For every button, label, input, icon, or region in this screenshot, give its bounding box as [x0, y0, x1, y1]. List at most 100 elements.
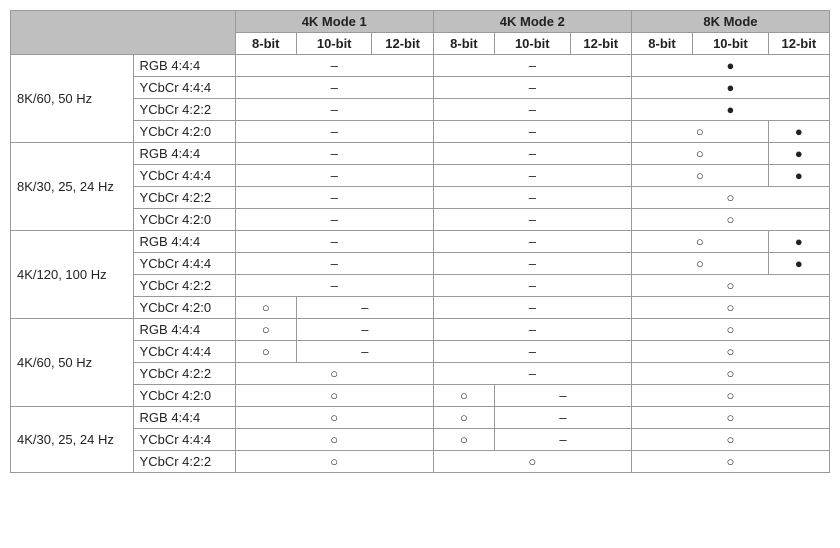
- cell: –: [433, 297, 631, 319]
- header-bit: 10-bit: [495, 33, 571, 55]
- cell: –: [433, 121, 631, 143]
- cell: ○: [631, 385, 829, 407]
- cell: ○: [235, 429, 433, 451]
- format-label: YCbCr 4:2:2: [133, 275, 235, 297]
- cell: –: [433, 143, 631, 165]
- table-row: YCbCr 4:2:2○○○: [11, 451, 830, 473]
- cell: –: [235, 77, 433, 99]
- cell: –: [433, 187, 631, 209]
- cell: ○: [433, 407, 494, 429]
- cell: ○: [631, 187, 829, 209]
- cell: ○: [235, 341, 296, 363]
- cell: ○: [631, 253, 768, 275]
- cell: –: [235, 99, 433, 121]
- cell: ○: [631, 341, 829, 363]
- table-row: YCbCr 4:4:4○––○: [11, 341, 830, 363]
- cell: –: [433, 363, 631, 385]
- resolution-label: 8K/60, 50 Hz: [11, 55, 134, 143]
- cell: ○: [631, 231, 768, 253]
- cell: –: [433, 209, 631, 231]
- cell: ○: [235, 363, 433, 385]
- cell: –: [235, 121, 433, 143]
- cell: ○: [235, 297, 296, 319]
- format-label: YCbCr 4:2:2: [133, 451, 235, 473]
- resolution-label: 4K/120, 100 Hz: [11, 231, 134, 319]
- format-label: YCbCr 4:4:4: [133, 429, 235, 451]
- cell: ○: [631, 451, 829, 473]
- table-row: 4K/30, 25, 24 HzRGB 4:4:4○○–○: [11, 407, 830, 429]
- cell: –: [433, 77, 631, 99]
- cell: ○: [631, 121, 768, 143]
- cell: –: [235, 55, 433, 77]
- cell: –: [235, 143, 433, 165]
- cell: ○: [631, 429, 829, 451]
- header-bit: 8-bit: [433, 33, 494, 55]
- format-label: YCbCr 4:4:4: [133, 341, 235, 363]
- cell: ●: [768, 253, 829, 275]
- table-row: YCbCr 4:2:0○––○: [11, 297, 830, 319]
- table-row: YCbCr 4:2:0○○–○: [11, 385, 830, 407]
- table-row: 8K/60, 50 HzRGB 4:4:4––●: [11, 55, 830, 77]
- table-row: YCbCr 4:2:0––○: [11, 209, 830, 231]
- header-mode: 4K Mode 2: [433, 11, 631, 33]
- header-bit: 12-bit: [372, 33, 433, 55]
- cell: ○: [631, 143, 768, 165]
- cell: –: [495, 429, 632, 451]
- format-label: YCbCr 4:2:0: [133, 209, 235, 231]
- cell: ○: [631, 363, 829, 385]
- cell: ○: [235, 451, 433, 473]
- format-label: RGB 4:4:4: [133, 55, 235, 77]
- cell: ○: [631, 407, 829, 429]
- header-bit: 10-bit: [296, 33, 372, 55]
- header-bit: 8-bit: [631, 33, 692, 55]
- cell: ●: [631, 55, 829, 77]
- table-row: YCbCr 4:2:0––○●: [11, 121, 830, 143]
- header-bit: 12-bit: [768, 33, 829, 55]
- format-label: RGB 4:4:4: [133, 319, 235, 341]
- cell: –: [433, 165, 631, 187]
- cell: ○: [631, 209, 829, 231]
- format-label: YCbCr 4:2:2: [133, 187, 235, 209]
- cell: ●: [768, 143, 829, 165]
- cell: –: [296, 297, 433, 319]
- cell: ●: [768, 165, 829, 187]
- cell: ○: [235, 319, 296, 341]
- cell: ●: [631, 77, 829, 99]
- cell: ○: [235, 407, 433, 429]
- table-row: YCbCr 4:2:2––○: [11, 187, 830, 209]
- header-mode: 8K Mode: [631, 11, 829, 33]
- table-row: 4K/120, 100 HzRGB 4:4:4––○●: [11, 231, 830, 253]
- resolution-label: 4K/60, 50 Hz: [11, 319, 134, 407]
- format-label: RGB 4:4:4: [133, 231, 235, 253]
- table-row: YCbCr 4:4:4––○●: [11, 253, 830, 275]
- cell: –: [296, 319, 433, 341]
- cell: –: [433, 253, 631, 275]
- table-row: YCbCr 4:4:4––○●: [11, 165, 830, 187]
- format-label: RGB 4:4:4: [133, 407, 235, 429]
- table-row: 4K/60, 50 HzRGB 4:4:4○––○: [11, 319, 830, 341]
- format-label: YCbCr 4:4:4: [133, 253, 235, 275]
- header-blank: [11, 11, 236, 55]
- format-label: YCbCr 4:4:4: [133, 77, 235, 99]
- cell: –: [433, 319, 631, 341]
- cell: –: [235, 165, 433, 187]
- cell: –: [235, 275, 433, 297]
- cell: –: [495, 407, 632, 429]
- cell: ○: [235, 385, 433, 407]
- cell: ○: [631, 165, 768, 187]
- cell: –: [235, 187, 433, 209]
- cell: –: [235, 209, 433, 231]
- cell: ○: [631, 297, 829, 319]
- table-row: YCbCr 4:4:4––●: [11, 77, 830, 99]
- table-header: 4K Mode 1 4K Mode 2 8K Mode 8-bit10-bit1…: [11, 11, 830, 55]
- header-bit: 10-bit: [693, 33, 769, 55]
- format-label: YCbCr 4:2:2: [133, 99, 235, 121]
- resolution-label: 8K/30, 25, 24 Hz: [11, 143, 134, 231]
- format-label: YCbCr 4:2:0: [133, 385, 235, 407]
- cell: ●: [768, 121, 829, 143]
- format-label: YCbCr 4:2:0: [133, 121, 235, 143]
- table-row: YCbCr 4:2:2––○: [11, 275, 830, 297]
- cell: ○: [433, 451, 631, 473]
- cell: –: [433, 231, 631, 253]
- format-label: YCbCr 4:2:0: [133, 297, 235, 319]
